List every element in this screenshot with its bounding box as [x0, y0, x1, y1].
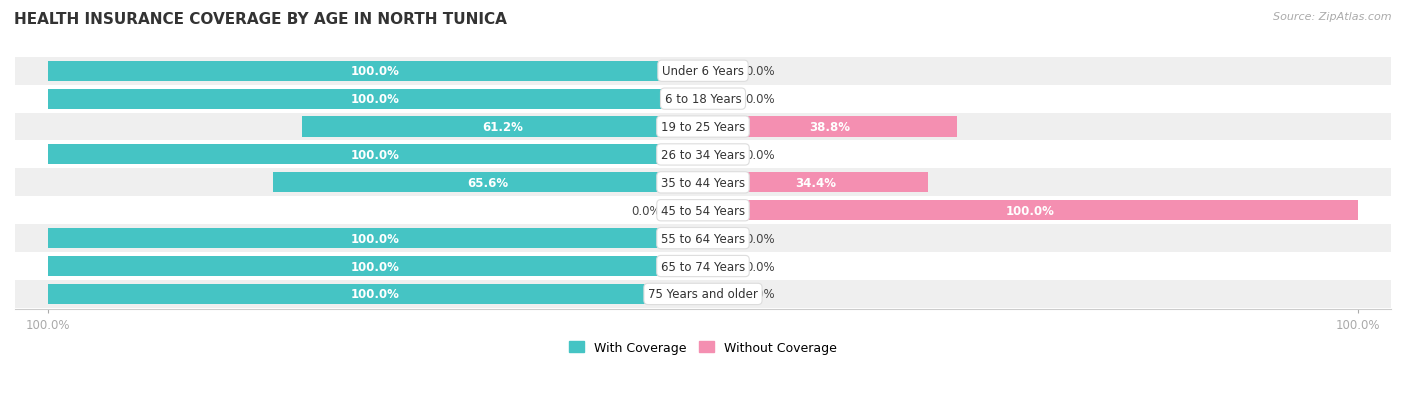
Bar: [48, 145, 703, 165]
Bar: [703, 62, 735, 82]
Bar: [48, 284, 703, 304]
Text: 0.0%: 0.0%: [745, 288, 775, 301]
Bar: [703, 117, 957, 137]
Bar: [15, 225, 1391, 252]
Text: 65.6%: 65.6%: [468, 176, 509, 190]
Text: 35 to 44 Years: 35 to 44 Years: [661, 176, 745, 190]
Bar: [273, 173, 703, 193]
Bar: [703, 256, 735, 276]
Text: 0.0%: 0.0%: [631, 204, 661, 217]
Bar: [48, 228, 703, 249]
Text: 61.2%: 61.2%: [482, 121, 523, 134]
Bar: [703, 145, 735, 165]
Text: Source: ZipAtlas.com: Source: ZipAtlas.com: [1274, 12, 1392, 22]
Text: 0.0%: 0.0%: [745, 65, 775, 78]
Bar: [15, 141, 1391, 169]
Legend: With Coverage, Without Coverage: With Coverage, Without Coverage: [564, 336, 842, 359]
Text: 100.0%: 100.0%: [352, 260, 399, 273]
Text: 100.0%: 100.0%: [352, 288, 399, 301]
Bar: [48, 62, 703, 82]
Text: 26 to 34 Years: 26 to 34 Years: [661, 149, 745, 161]
Text: 45 to 54 Years: 45 to 54 Years: [661, 204, 745, 217]
Text: 100.0%: 100.0%: [352, 149, 399, 161]
Bar: [703, 201, 1358, 221]
Bar: [15, 85, 1391, 113]
Text: HEALTH INSURANCE COVERAGE BY AGE IN NORTH TUNICA: HEALTH INSURANCE COVERAGE BY AGE IN NORT…: [14, 12, 508, 27]
Text: 6 to 18 Years: 6 to 18 Years: [665, 93, 741, 106]
Text: 0.0%: 0.0%: [745, 93, 775, 106]
Text: 38.8%: 38.8%: [810, 121, 851, 134]
Text: 55 to 64 Years: 55 to 64 Years: [661, 232, 745, 245]
Bar: [703, 173, 928, 193]
Bar: [703, 284, 735, 304]
Text: 19 to 25 Years: 19 to 25 Years: [661, 121, 745, 134]
Text: 0.0%: 0.0%: [745, 260, 775, 273]
Text: 100.0%: 100.0%: [1007, 204, 1054, 217]
Text: 65 to 74 Years: 65 to 74 Years: [661, 260, 745, 273]
Bar: [15, 58, 1391, 85]
Text: 0.0%: 0.0%: [745, 149, 775, 161]
Text: 100.0%: 100.0%: [352, 93, 399, 106]
Text: 75 Years and older: 75 Years and older: [648, 288, 758, 301]
Text: 0.0%: 0.0%: [745, 232, 775, 245]
Bar: [48, 89, 703, 109]
Bar: [15, 197, 1391, 225]
Bar: [15, 252, 1391, 280]
Bar: [302, 117, 703, 137]
Text: 100.0%: 100.0%: [352, 65, 399, 78]
Text: Under 6 Years: Under 6 Years: [662, 65, 744, 78]
Bar: [703, 228, 735, 249]
Bar: [15, 280, 1391, 308]
Text: 34.4%: 34.4%: [796, 176, 837, 190]
Bar: [703, 89, 735, 109]
Bar: [671, 201, 703, 221]
Text: 100.0%: 100.0%: [352, 232, 399, 245]
Bar: [15, 169, 1391, 197]
Bar: [48, 256, 703, 276]
Bar: [15, 113, 1391, 141]
